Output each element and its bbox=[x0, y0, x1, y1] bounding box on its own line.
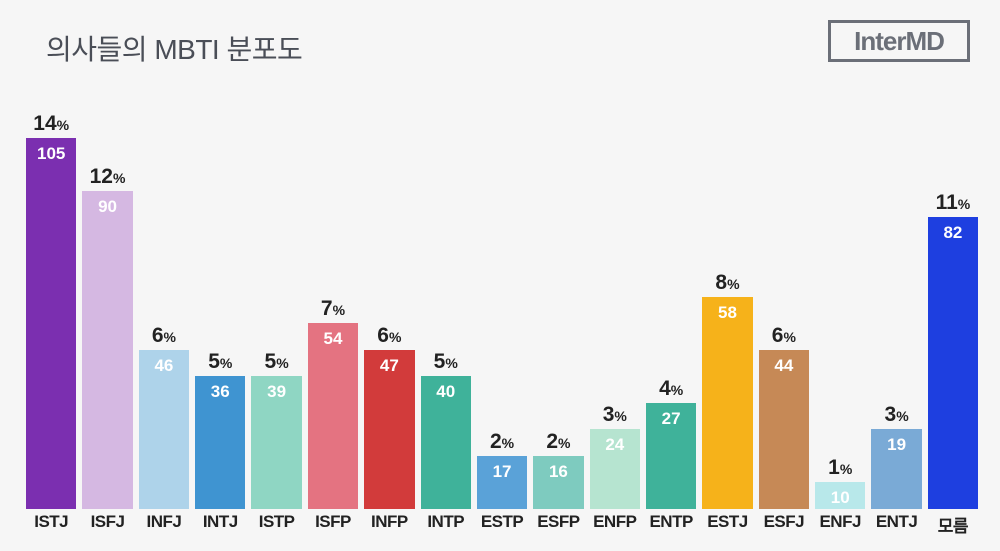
bar: 36 bbox=[195, 376, 245, 509]
category-label: ESTJ bbox=[702, 512, 752, 537]
count-label: 54 bbox=[324, 323, 343, 349]
chart-title: 의사들의 MBTI 분포도 bbox=[46, 28, 302, 68]
percent-label: 5% bbox=[434, 350, 458, 374]
category-label: INTJ bbox=[195, 512, 245, 537]
count-label: 39 bbox=[267, 376, 286, 402]
percent-label: 3% bbox=[603, 403, 627, 427]
bar-column: 5%36 bbox=[195, 350, 245, 509]
bar: 90 bbox=[82, 191, 132, 509]
bar-column: 2%17 bbox=[477, 430, 527, 509]
category-label: INTP bbox=[421, 512, 471, 537]
count-label: 82 bbox=[943, 217, 962, 243]
bar-column: 3%19 bbox=[871, 403, 921, 509]
count-label: 24 bbox=[605, 429, 624, 455]
percent-label: 5% bbox=[208, 350, 232, 374]
count-label: 46 bbox=[154, 350, 173, 376]
count-label: 47 bbox=[380, 350, 399, 376]
percent-label: 6% bbox=[377, 324, 401, 348]
bar-column: 11%82 bbox=[928, 191, 978, 509]
bar: 27 bbox=[646, 403, 696, 509]
bar: 47 bbox=[364, 350, 414, 509]
bar-column: 12%90 bbox=[82, 165, 132, 509]
percent-label: 2% bbox=[490, 430, 514, 454]
percent-label: 6% bbox=[152, 324, 176, 348]
category-label: ENFJ bbox=[815, 512, 865, 537]
count-label: 36 bbox=[211, 376, 230, 402]
bar-column: 14%105 bbox=[26, 112, 76, 509]
percent-label: 4% bbox=[659, 377, 683, 401]
percent-label: 14% bbox=[33, 112, 69, 136]
percent-label: 11% bbox=[936, 191, 971, 215]
bar-column: 2%16 bbox=[533, 430, 583, 509]
bar-column: 8%58 bbox=[702, 271, 752, 509]
category-label: ESFP bbox=[533, 512, 583, 537]
category-label: ISFP bbox=[308, 512, 358, 537]
bar-column: 6%46 bbox=[139, 324, 189, 509]
mbti-bar-chart: 14%10512%906%465%365%397%546%475%402%172… bbox=[26, 108, 978, 509]
bar-column: 3%24 bbox=[590, 403, 640, 509]
bar-column: 6%44 bbox=[759, 324, 809, 509]
bar-column: 5%39 bbox=[251, 350, 301, 509]
count-label: 19 bbox=[887, 429, 906, 455]
bar: 39 bbox=[251, 376, 301, 509]
count-label: 17 bbox=[493, 456, 512, 482]
bar: 105 bbox=[26, 138, 76, 509]
bar: 16 bbox=[533, 456, 583, 509]
percent-label: 12% bbox=[90, 165, 126, 189]
category-label: 모름 bbox=[928, 512, 978, 537]
category-label: ENFP bbox=[590, 512, 640, 537]
count-label: 58 bbox=[718, 297, 737, 323]
percent-label: 6% bbox=[772, 324, 796, 348]
category-label: ISTP bbox=[251, 512, 301, 537]
bar: 54 bbox=[308, 323, 358, 509]
percent-label: 2% bbox=[546, 430, 570, 454]
bar-column: 6%47 bbox=[364, 324, 414, 509]
count-label: 27 bbox=[662, 403, 681, 429]
bar: 46 bbox=[139, 350, 189, 509]
category-label: ESFJ bbox=[759, 512, 809, 537]
count-label: 40 bbox=[436, 376, 455, 402]
bar-column: 4%27 bbox=[646, 377, 696, 509]
percent-label: 5% bbox=[265, 350, 289, 374]
bar: 58 bbox=[702, 297, 752, 509]
category-label: INFJ bbox=[139, 512, 189, 537]
intermd-logo: InterMD bbox=[828, 20, 970, 62]
bar-column: 1%10 bbox=[815, 456, 865, 509]
percent-label: 8% bbox=[715, 271, 739, 295]
bar: 44 bbox=[759, 350, 809, 509]
count-label: 16 bbox=[549, 456, 568, 482]
percent-label: 1% bbox=[828, 456, 852, 480]
category-label: INFP bbox=[364, 512, 414, 537]
count-label: 105 bbox=[37, 138, 65, 164]
bar: 17 bbox=[477, 456, 527, 509]
bar-column: 7%54 bbox=[308, 297, 358, 509]
count-label: 44 bbox=[774, 350, 793, 376]
bar: 10 bbox=[815, 482, 865, 509]
bar-column: 5%40 bbox=[421, 350, 471, 509]
percent-label: 3% bbox=[885, 403, 909, 427]
bar: 82 bbox=[928, 217, 978, 509]
bar: 19 bbox=[871, 429, 921, 509]
bar: 24 bbox=[590, 429, 640, 509]
category-label: ENTP bbox=[646, 512, 696, 537]
count-label: 90 bbox=[98, 191, 117, 217]
category-label: ENTJ bbox=[871, 512, 921, 537]
percent-label: 7% bbox=[321, 297, 345, 321]
logo-text: InterMD bbox=[854, 26, 944, 56]
bar: 40 bbox=[421, 376, 471, 509]
category-label: ISFJ bbox=[82, 512, 132, 537]
category-label: ISTJ bbox=[26, 512, 76, 537]
x-axis-labels: ISTJISFJ INFJINTJISTP ISFPINFP INTPESTPESFP… bbox=[26, 512, 978, 537]
category-label: ESTP bbox=[477, 512, 527, 537]
count-label: 10 bbox=[831, 482, 850, 508]
